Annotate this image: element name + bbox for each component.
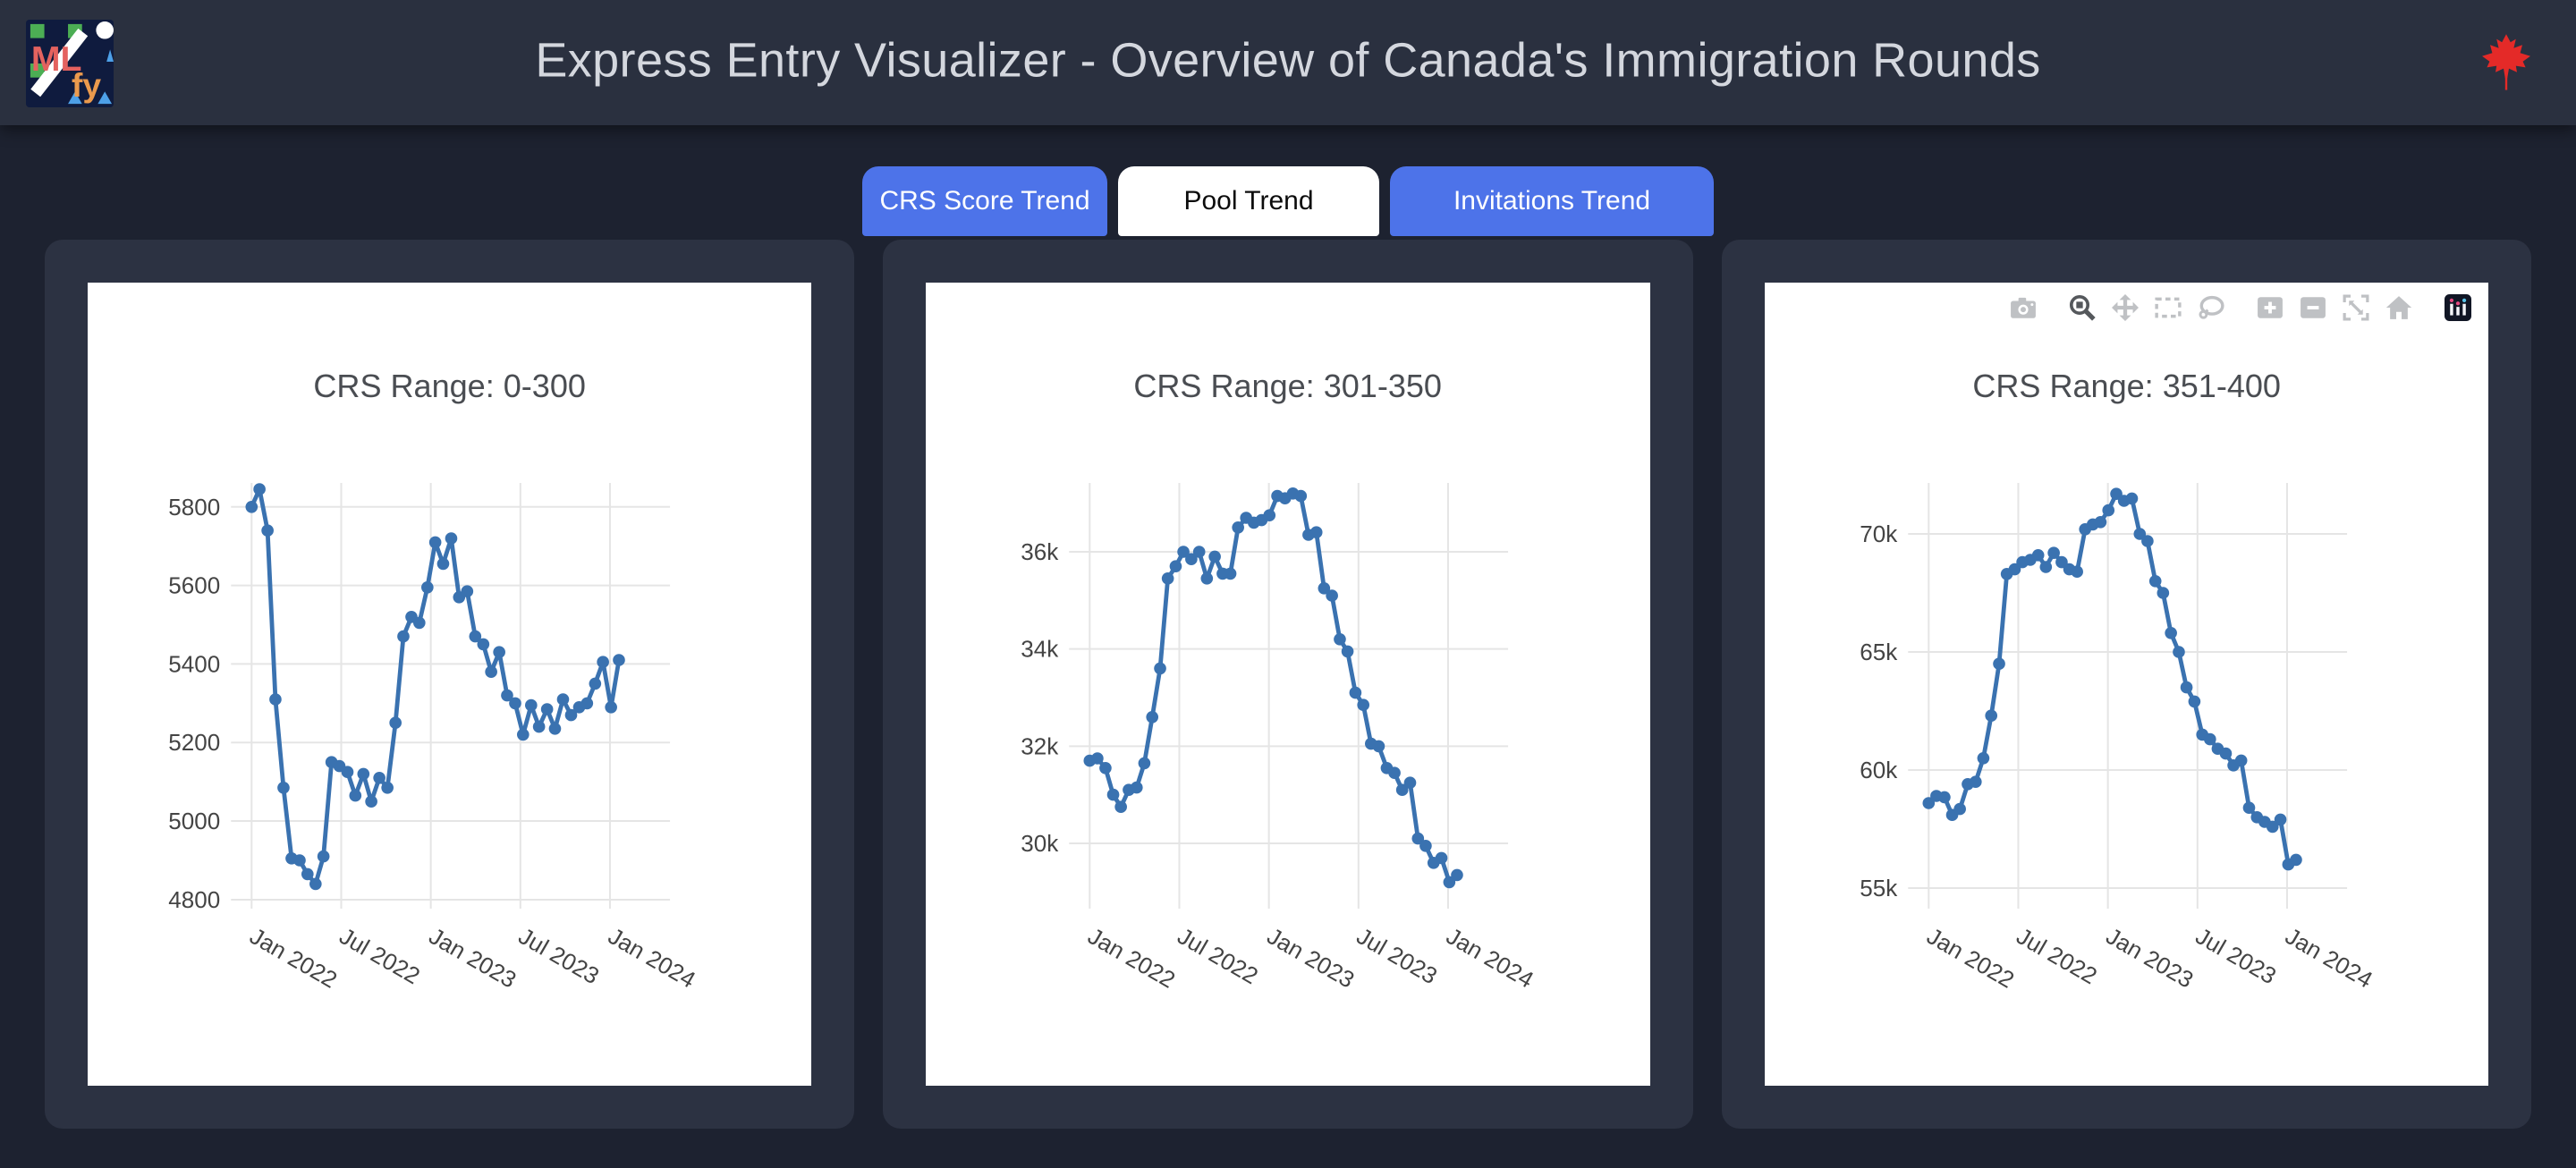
svg-text:5800: 5800	[168, 494, 220, 521]
modebar-lasso-select-button[interactable]	[2190, 288, 2233, 327]
home-icon	[2385, 296, 2412, 319]
svg-text:Jan 2022: Jan 2022	[1084, 922, 1181, 993]
svg-text:5200: 5200	[168, 729, 220, 756]
modebar-zoom-button[interactable]	[2061, 288, 2104, 327]
modebar-plotly-logo-button[interactable]	[2436, 288, 2479, 327]
svg-text:55k: 55k	[1860, 875, 1898, 901]
modebar-zoom-in-button[interactable]	[2249, 288, 2292, 327]
svg-text:5400: 5400	[168, 650, 220, 677]
chart-figure-0-300: 4800 5000 5200 5400 5600 5800 Jan 2022 Jul 2022…	[88, 283, 812, 1086]
mlfy-logo: ML fy	[26, 20, 114, 107]
logo-ml-text: ML	[31, 40, 82, 79]
page-title: Express Entry Visualizer - Overview of C…	[535, 33, 2041, 88]
tab-bar: CRS Score Trend Pool Trend Invitations T…	[0, 166, 2576, 236]
modebar-download-button[interactable]	[2002, 288, 2045, 327]
svg-text:Jul 2022: Jul 2022	[2012, 922, 2101, 989]
zoom-icon	[2069, 294, 2096, 321]
tab-pool-trend[interactable]: Pool Trend	[1118, 166, 1379, 236]
svg-text:65k: 65k	[1860, 639, 1898, 665]
svg-text:70k: 70k	[1860, 521, 1898, 547]
box-select-icon	[2155, 297, 2182, 318]
modebar-reset-axes-button[interactable]	[2377, 288, 2420, 327]
svg-text:Jan 2023: Jan 2023	[1263, 922, 1360, 993]
chart-figure-351-400: 55k 60k 65k 70k Jan 2022 Jul 2022 Jan 2023 Jul …	[1764, 283, 2488, 1086]
svg-text:4800: 4800	[168, 886, 220, 913]
svg-text:Jan 2024: Jan 2024	[1442, 922, 1538, 993]
svg-text:Jan 2024: Jan 2024	[604, 922, 700, 993]
svg-text:Jul 2022: Jul 2022	[1174, 922, 1263, 989]
svg-text:60k: 60k	[1860, 757, 1898, 783]
pan-icon	[2111, 294, 2139, 321]
svg-text:5600: 5600	[168, 572, 220, 599]
svg-text:Jan 2024: Jan 2024	[2281, 922, 2377, 993]
svg-text:Jan 2023: Jan 2023	[425, 922, 521, 993]
chart-card-301-350: 30k 32k 34k 36k Jan 2022 Jul 2022 Jan 2023 Jul …	[883, 240, 1693, 1129]
chart-card-351-400: 55k 60k 65k 70k Jan 2022 Jul 2022 Jan 2023 Jul …	[1721, 240, 2531, 1129]
zoom-in-icon	[2258, 297, 2283, 318]
modebar-box-select-button[interactable]	[2147, 288, 2190, 327]
tab-invitations-trend[interactable]: Invitations Trend	[1390, 166, 1714, 236]
modebar-pan-button[interactable]	[2104, 288, 2147, 327]
svg-text:Jan 2022: Jan 2022	[1922, 922, 2019, 993]
svg-text:Jul 2022: Jul 2022	[335, 922, 424, 989]
autoscale-icon	[2343, 294, 2369, 321]
svg-text:Jul 2023: Jul 2023	[2190, 922, 2280, 989]
app-header: ML fy Express Entry Visualizer - Overvie…	[0, 0, 2576, 125]
camera-icon	[2011, 297, 2036, 318]
svg-text:CRS Range: 0-300: CRS Range: 0-300	[313, 368, 586, 404]
charts-row: 4800 5000 5200 5400 5600 5800 Jan 2022 Jul 2022…	[45, 240, 2531, 1129]
svg-text:CRS Range: 301-350: CRS Range: 301-350	[1134, 368, 1443, 404]
chart-card-0-300: 4800 5000 5200 5400 5600 5800 Jan 2022 Jul 2022…	[45, 240, 855, 1129]
maple-leaf-icon	[2482, 34, 2530, 90]
svg-text:32k: 32k	[1021, 732, 1060, 759]
logo-fy-text: fy	[72, 66, 101, 104]
tab-crs-score-trend[interactable]: CRS Score Trend	[862, 166, 1107, 236]
svg-text:Jul 2023: Jul 2023	[1352, 922, 1442, 989]
modebar-zoom-out-button[interactable]	[2292, 288, 2334, 327]
svg-text:36k: 36k	[1021, 538, 1060, 565]
zoom-out-icon	[2301, 297, 2326, 318]
modebar-autoscale-button[interactable]	[2334, 288, 2377, 327]
svg-text:30k: 30k	[1021, 830, 1060, 857]
plotly-logo-icon	[2444, 294, 2471, 321]
chart-figure-301-350: 30k 32k 34k 36k Jan 2022 Jul 2022 Jan 2023 Jul …	[926, 283, 1650, 1086]
svg-text:5000: 5000	[168, 808, 220, 834]
svg-text:CRS Range: 351-400: CRS Range: 351-400	[1972, 368, 2281, 404]
lasso-select-icon	[2199, 295, 2224, 319]
svg-text:Jan 2023: Jan 2023	[2101, 922, 2198, 993]
svg-text:Jan 2022: Jan 2022	[245, 922, 342, 993]
svg-text:Jul 2023: Jul 2023	[514, 922, 604, 989]
plotly-modebar	[1986, 288, 2479, 327]
svg-text:34k: 34k	[1021, 636, 1060, 663]
